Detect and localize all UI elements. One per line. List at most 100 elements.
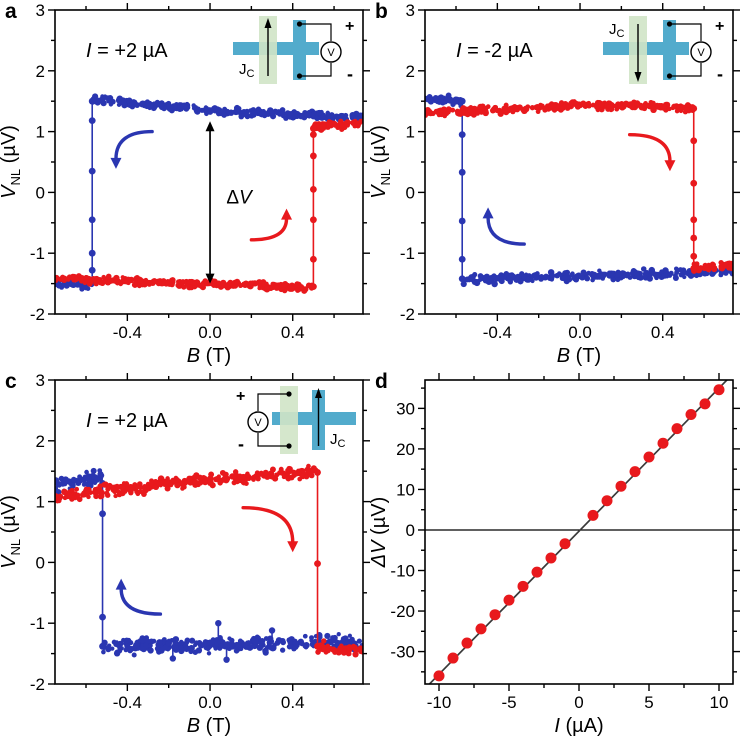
x-tick-label: -5 xyxy=(501,693,516,712)
x-axis-title: B (T) xyxy=(557,345,601,367)
voltmeter-label: V xyxy=(254,417,262,429)
y-tick-label: -2 xyxy=(400,305,415,324)
axes-a: -0.4 0.0 0.4 -2 -1 0 1 2 3 B (T) VNL (µV) xyxy=(0,1,370,367)
jc-label: JC xyxy=(609,21,625,40)
sweep-arrow xyxy=(119,586,163,616)
annotations-b xyxy=(482,132,676,246)
sweep-arrow xyxy=(249,216,289,242)
data-point xyxy=(699,398,711,410)
sweep-arrow xyxy=(114,129,154,161)
device-inset-b: V + - JC xyxy=(603,16,724,84)
panel-c-letter: c xyxy=(5,370,17,393)
x-tick-label: 0.4 xyxy=(651,323,675,342)
y-tick-label: -2 xyxy=(30,305,45,324)
x-axis-title: B (T) xyxy=(187,715,231,737)
x-tick-label: -0.4 xyxy=(113,323,142,342)
delta-v-label: ΔV xyxy=(226,187,254,208)
y-tick-label: -1 xyxy=(400,244,415,263)
plot-frame xyxy=(54,379,364,685)
x-tick-label: 0.0 xyxy=(568,323,592,342)
sweep-arrowhead xyxy=(664,160,676,172)
wire-top xyxy=(299,23,332,41)
injector-strip xyxy=(280,386,298,454)
y-tick-label: 3 xyxy=(36,1,45,20)
sweep-arrowhead xyxy=(482,207,494,219)
current-arrow xyxy=(264,18,272,28)
panel-a: a ΔV I = +2 µA V + - JC -0.4 0.0 0.4 -2 -1 0 1 2 3 B (T… xyxy=(0,0,370,370)
data-point xyxy=(461,637,473,649)
y-tick-label: -20 xyxy=(390,602,415,621)
data-point xyxy=(587,509,599,521)
minus-terminal: - xyxy=(347,64,353,84)
wire-top xyxy=(257,393,289,411)
data-point xyxy=(713,384,725,396)
minus-terminal: - xyxy=(717,64,723,84)
plot-frame xyxy=(424,9,734,315)
series-a xyxy=(55,93,363,294)
y-tick-label: 20 xyxy=(396,440,415,459)
data-point xyxy=(671,423,683,435)
y-tick-label: 2 xyxy=(36,432,45,451)
sweep-arrowhead xyxy=(115,578,127,590)
y-tick-label: 10 xyxy=(396,480,415,499)
annotations-a: ΔV xyxy=(110,121,293,284)
panel-a-letter: a xyxy=(5,0,17,23)
jc-label: JC xyxy=(330,431,346,450)
panel-b-letter: b xyxy=(375,0,388,23)
trace-down-sweep xyxy=(55,93,363,292)
trace-down-sweep xyxy=(55,467,363,663)
series-b xyxy=(425,92,733,288)
y-tick-label: 0 xyxy=(406,183,415,202)
trace-up-sweep xyxy=(55,118,363,294)
data-point xyxy=(447,652,459,664)
current-value-label: I = +2 µA xyxy=(86,410,168,432)
y-tick-label: -2 xyxy=(30,675,45,694)
sweep-arrow xyxy=(241,505,295,544)
panel-d: d -10 -5 0 5 10 -30 -20 -10 0 10 20 30 I (µA) ΔV (µV) xyxy=(370,370,740,740)
y-tick-label: 2 xyxy=(36,62,45,81)
x-tick-label: -0.4 xyxy=(483,323,512,342)
panel-b-chart: I = -2 µA V + - JC -0.4 0.0 0.4 -2 -1 0 1 2 3 B (T) VNL… xyxy=(370,1,740,367)
sweep-arrowhead xyxy=(281,208,293,220)
y-tick-label: -1 xyxy=(30,244,45,263)
x-axis-title: I (µA) xyxy=(554,715,603,737)
y-tick-label: 1 xyxy=(406,123,415,142)
y-tick-label: 1 xyxy=(36,123,45,142)
axes-c: -0.4 0.0 0.4 -2 -1 0 1 2 3 B (T) VNL (µV) xyxy=(0,371,370,737)
x-tick-label: 0.4 xyxy=(281,693,305,712)
current-value-label: I = -2 µA xyxy=(456,40,533,62)
data-point xyxy=(503,594,515,606)
data-point xyxy=(629,466,641,478)
current-arrow xyxy=(315,388,322,398)
axes-b: -0.4 0.0 0.4 -2 -1 0 1 2 3 B (T) VNL (µV) xyxy=(370,1,740,367)
wire-bottom xyxy=(669,63,702,77)
data-point xyxy=(601,495,613,507)
y-tick-label: 0 xyxy=(36,183,45,202)
plot-frame xyxy=(424,379,734,685)
data-point xyxy=(489,609,501,621)
data-point xyxy=(685,408,697,420)
plus-terminal: + xyxy=(236,388,245,405)
voltmeter-icon xyxy=(320,41,342,63)
y-tick-label: 30 xyxy=(396,399,415,418)
data-point xyxy=(545,552,557,564)
x-tick-label: -10 xyxy=(427,693,452,712)
y-tick-label: 3 xyxy=(36,371,45,390)
detector-bar-vertical xyxy=(663,20,676,80)
minus-terminal: - xyxy=(238,434,244,454)
x-tick-label: 0.0 xyxy=(198,323,222,342)
y-tick-label: 3 xyxy=(406,1,415,20)
plot-frame xyxy=(54,9,364,315)
voltmeter-label: V xyxy=(697,47,705,59)
jc-label: JC xyxy=(239,61,255,80)
y-tick-label: -30 xyxy=(390,643,415,662)
data-point xyxy=(433,670,445,682)
trace-down-sweep xyxy=(425,92,733,288)
data-point xyxy=(657,437,669,449)
series-d xyxy=(425,380,733,684)
x-tick-label: 0.4 xyxy=(281,323,305,342)
sweep-arrowhead xyxy=(110,157,122,169)
x-tick-label: -0.4 xyxy=(113,693,142,712)
wire-top xyxy=(669,23,702,41)
